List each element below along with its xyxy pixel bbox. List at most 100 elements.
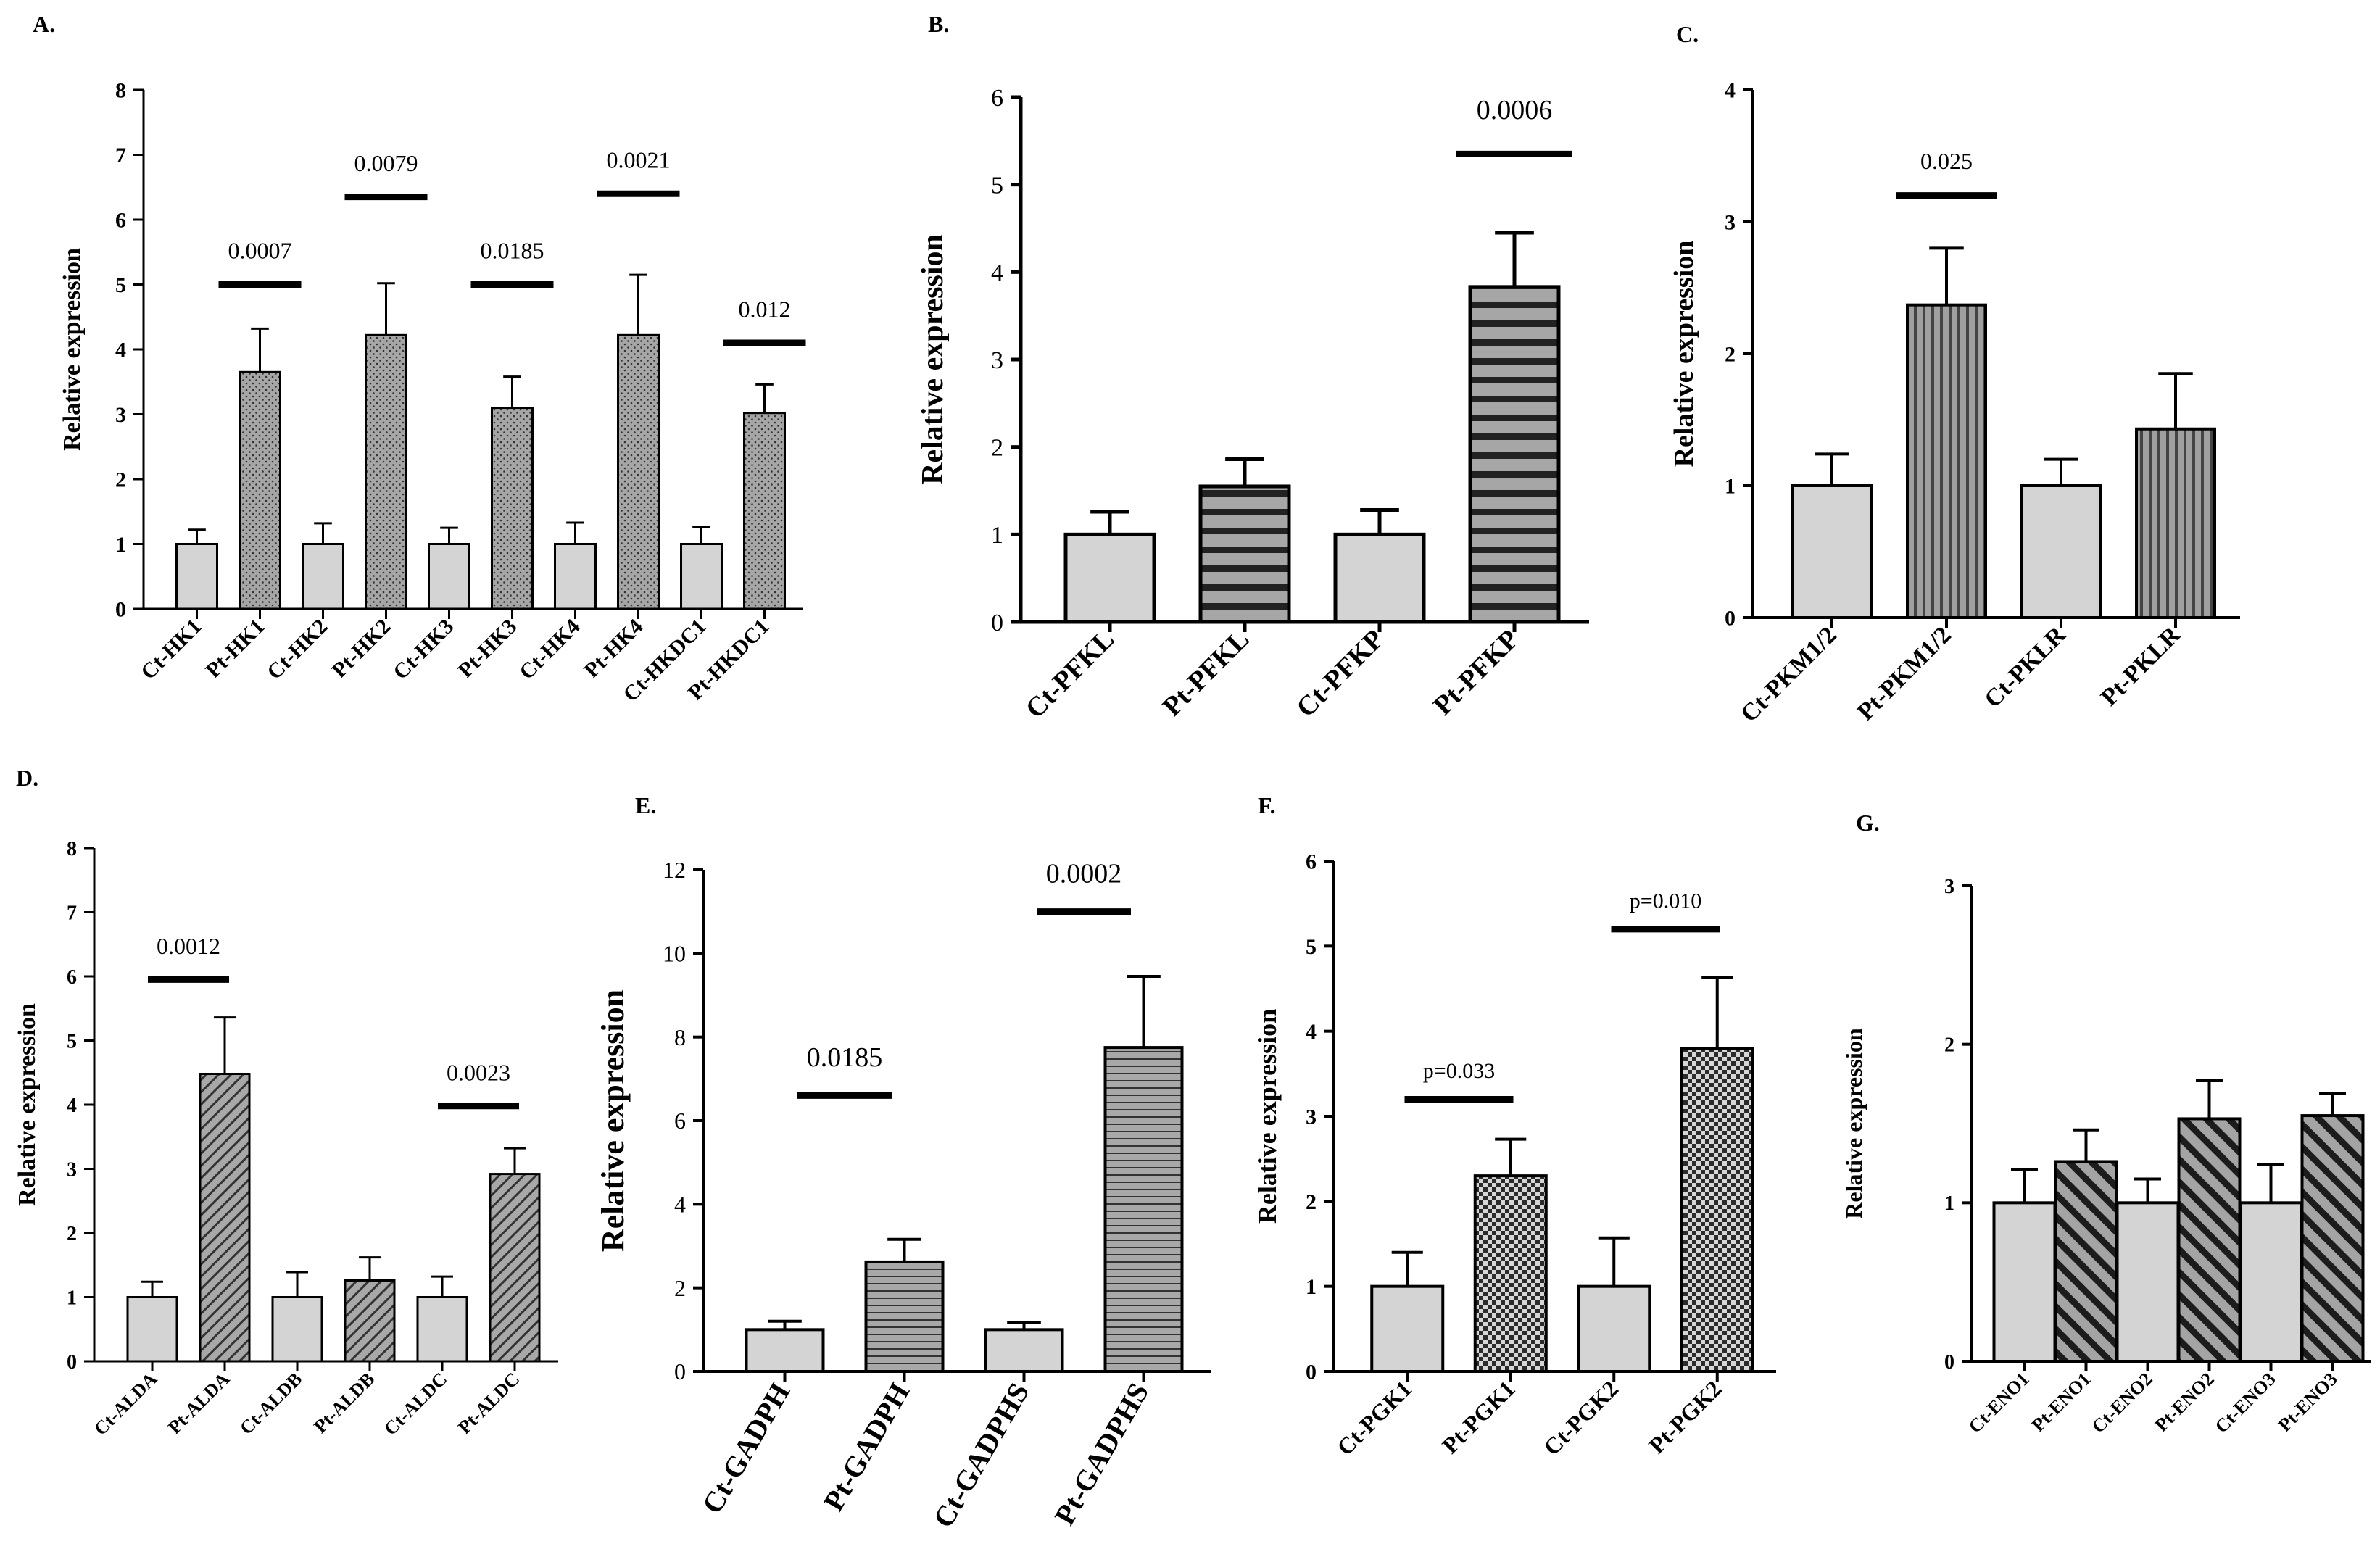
bar-ct-eno2 [2115, 1201, 2180, 1363]
y-tick-label: 1 [1944, 1192, 1954, 1215]
y-tick-label: 4 [67, 1095, 77, 1117]
y-tick-label: 3 [991, 347, 1003, 374]
y-tick-label: 4 [674, 1192, 686, 1218]
bar-ct-pgk1 [1370, 1284, 1445, 1373]
bar-pt-pgk2 [1680, 1047, 1754, 1373]
x-category-label: Pt-PFKP [1427, 624, 1525, 721]
y-tick-label: 8 [67, 838, 77, 860]
x-category-label: Ct-PGK2 [1538, 1375, 1623, 1460]
bar-ct-gadphs [984, 1328, 1064, 1374]
y-axis-title: Relative expression [595, 989, 631, 1252]
x-category-label: Pt-PGK1 [1437, 1375, 1520, 1458]
x-category-label: Pt-GADPH [817, 1377, 916, 1516]
x-category-label: Ct-HK4 [515, 615, 584, 684]
p-value-label: 0.0002 [1046, 858, 1122, 889]
bar-ct-eno1 [1992, 1201, 2057, 1363]
bar-pt-pgk1 [1473, 1174, 1548, 1373]
bar-ct-alda [126, 1296, 178, 1363]
y-tick-label: 3 [1725, 211, 1736, 235]
bar-pt-gadphs [1103, 1046, 1184, 1374]
bar-ct-hk4 [554, 543, 597, 610]
p-value-label: 0.0006 [1477, 95, 1553, 125]
y-tick-label: 2 [67, 1223, 77, 1245]
bar-pt-hk4 [617, 333, 660, 610]
bar-ct-pkm1/2 [1791, 484, 1873, 619]
y-tick-label: 4 [1306, 1020, 1317, 1044]
x-category-label: Pt-HK3 [453, 615, 521, 683]
y-tick-label: 6 [67, 966, 77, 989]
y-tick-label: 2 [1306, 1190, 1317, 1214]
y-tick-label: 6 [674, 1108, 686, 1134]
p-value-label: 0.0012 [157, 933, 220, 959]
x-category-label: Pt-HK1 [201, 615, 269, 683]
p-value-label: p=0.010 [1630, 889, 1701, 913]
x-category-label: Ct-ALDC [380, 1369, 451, 1440]
x-category-label: Ct-PGK1 [1332, 1375, 1417, 1460]
bar-ct-pfkl [1063, 532, 1156, 624]
x-category-label: Ct-HK1 [136, 615, 206, 684]
bar-pt-hkdc1 [743, 412, 786, 610]
x-category-label: Pt-ENO2 [2151, 1369, 2218, 1436]
bar-ct-pklr [2020, 484, 2102, 619]
x-category-label: Pt-HK2 [327, 615, 395, 683]
y-axis-title: Relative expression [916, 234, 950, 485]
x-category-label: Ct-HK3 [389, 615, 458, 684]
y-axis-title: Relative expression [1253, 1009, 1282, 1224]
x-category-label: Ct-PFKP [1290, 624, 1390, 723]
p-value-label: 0.0007 [228, 238, 292, 264]
bar-ct-gadph [745, 1328, 825, 1374]
bar-pt-hk2 [365, 333, 407, 610]
panel-label: E. [635, 792, 656, 818]
y-tick-label: 3 [115, 403, 126, 427]
x-category-label: Pt-PFKL [1157, 624, 1256, 723]
y-axis-title: Relative expression [14, 1003, 41, 1206]
p-value-label: 0.0079 [354, 150, 418, 176]
x-category-label: Ct-PKLR [1979, 621, 2071, 713]
panel-label: D. [16, 765, 38, 791]
x-category-label: Pt-ALDC [454, 1369, 523, 1438]
y-tick-label: 0 [991, 610, 1003, 636]
chart-panel-2: B. 0 1 2 3 4 5 6 Relative expression Ct-PFKL Pt-PF… [916, 11, 1589, 724]
y-tick-label: 4 [991, 260, 1003, 286]
bar-pt-eno3 [2300, 1114, 2365, 1363]
bar-ct-hkdc1 [680, 543, 723, 610]
y-tick-label: 6 [991, 85, 1003, 112]
y-tick-label: 0 [115, 598, 126, 622]
y-tick-label: 5 [115, 273, 126, 297]
panel-label: F. [1258, 792, 1276, 818]
p-value-label: 0.0023 [447, 1059, 510, 1085]
bar-pt-eno2 [2177, 1117, 2242, 1363]
y-tick-label: 5 [67, 1030, 77, 1052]
x-category-label: Ct-ENO1 [1965, 1369, 2033, 1437]
bar-ct-hk1 [175, 543, 218, 610]
bar-ct-eno3 [2239, 1201, 2303, 1363]
p-value-label: 0.025 [1920, 148, 1973, 174]
y-tick-label: 0 [1725, 607, 1736, 631]
y-tick-label: 6 [1306, 850, 1317, 874]
y-tick-label: 2 [674, 1275, 686, 1301]
y-tick-label: 1 [115, 533, 126, 557]
x-category-label: Ct-ENO2 [2088, 1369, 2157, 1437]
y-tick-label: 7 [67, 902, 77, 924]
bar-ct-pfkp [1333, 532, 1426, 624]
y-tick-label: 3 [1944, 876, 1954, 898]
y-axis-title: Relative expression [59, 248, 86, 451]
y-tick-label: 1 [1725, 475, 1736, 499]
y-tick-label: 1 [1306, 1275, 1317, 1299]
y-tick-label: 2 [1725, 343, 1736, 367]
x-category-label: Pt-GADPHS [1048, 1377, 1155, 1530]
bar-pt-aldc [489, 1173, 541, 1363]
p-value-label: p=0.033 [1423, 1059, 1495, 1083]
bar-pt-gadph [864, 1260, 945, 1373]
y-tick-label: 2 [1944, 1034, 1954, 1056]
panel-label: B. [928, 11, 949, 37]
bar-pt-aldb [344, 1279, 396, 1363]
x-category-label: Pt-ALDB [310, 1369, 378, 1437]
p-value-label: 0.0021 [607, 146, 671, 173]
